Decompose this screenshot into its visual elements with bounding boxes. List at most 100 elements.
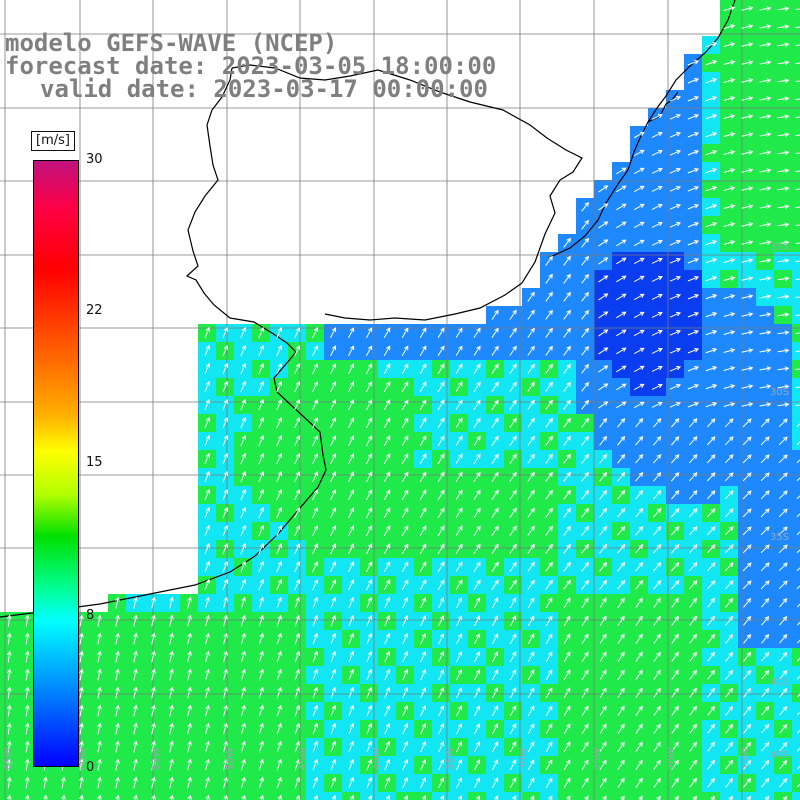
- wind-arrow: [705, 402, 718, 408]
- wind-arrow: [724, 436, 734, 446]
- wind-arrow: [294, 686, 300, 699]
- wind-arrow: [222, 416, 229, 429]
- longitude-label: 40W: [372, 747, 383, 770]
- wind-arrow: [419, 453, 427, 464]
- wind-arrow: [97, 794, 102, 800]
- wind-arrow: [617, 759, 625, 770]
- wind-arrow: [599, 615, 607, 626]
- wind-arrow: [760, 418, 770, 428]
- wind-arrow: [347, 543, 355, 555]
- wind-arrow: [455, 345, 463, 356]
- wind-arrow: [545, 705, 553, 716]
- wind-arrow: [258, 363, 265, 375]
- wind-arrow: [796, 783, 800, 788]
- wind-arrow: [796, 603, 800, 608]
- wind-arrow: [687, 131, 700, 138]
- wind-arrow: [509, 363, 517, 374]
- wind-cell: [792, 558, 800, 576]
- wind-arrow: [437, 579, 445, 590]
- wind-arrow: [222, 542, 229, 555]
- wind-arrow: [796, 657, 800, 662]
- wind-arrow: [348, 686, 355, 699]
- wind-arrow: [705, 312, 718, 318]
- wind-arrow: [707, 615, 715, 626]
- wind-arrow: [545, 597, 553, 608]
- wind-arrow: [43, 794, 48, 800]
- wind-arrow: [777, 330, 790, 336]
- wind-cell: [432, 792, 450, 800]
- wind-arrow: [779, 760, 788, 770]
- wind-arrow: [796, 531, 800, 536]
- wind-arrow: [599, 651, 607, 662]
- wind-arrow: [204, 362, 211, 375]
- wind-arrow: [796, 423, 800, 428]
- wind-arrow: [706, 508, 716, 518]
- wind-arrow: [437, 525, 445, 536]
- wind-arrow: [669, 383, 681, 390]
- wind-arrow: [204, 560, 211, 573]
- wind-arrow: [473, 507, 481, 518]
- wind-arrow: [723, 96, 736, 101]
- wind-arrow: [365, 471, 373, 483]
- wind-arrow: [97, 686, 102, 699]
- wind-arrow: [653, 687, 661, 698]
- wind-arrow: [276, 776, 282, 789]
- wind-arrow: [705, 60, 718, 66]
- wind-arrow: [473, 543, 481, 554]
- wind-cell: [324, 792, 342, 800]
- wind-arrow: [706, 436, 716, 446]
- wind-arrow: [633, 347, 645, 355]
- wind-arrow: [545, 579, 553, 590]
- wind-cell: [378, 792, 396, 800]
- wind-arrow: [420, 633, 427, 645]
- wind-arrow: [79, 686, 84, 699]
- wind-arrow: [258, 525, 265, 537]
- wind-arrow: [563, 417, 571, 428]
- wind-arrow: [347, 363, 355, 375]
- wind-arrow: [633, 131, 645, 139]
- wind-arrow: [294, 704, 300, 717]
- wind-arrow: [79, 704, 84, 717]
- wind-arrow: [79, 614, 84, 627]
- wind-arrow: [133, 596, 138, 609]
- wind-arrow: [581, 363, 590, 374]
- wind-arrow: [419, 579, 427, 590]
- wind-arrow: [240, 344, 247, 357]
- wind-arrow: [133, 758, 138, 771]
- wind-arrow: [294, 758, 300, 771]
- wind-arrow: [705, 330, 718, 336]
- wind-arrow: [115, 650, 120, 663]
- wind-arrow: [258, 704, 264, 717]
- wind-arrow: [581, 741, 589, 752]
- wind-arrow: [777, 114, 790, 120]
- wind-arrow: [795, 80, 800, 83]
- wind-arrow: [491, 417, 499, 428]
- wind-arrow: [294, 507, 301, 519]
- wind-arrow: [276, 399, 283, 411]
- wind-arrow: [383, 525, 391, 537]
- wind-arrow: [491, 669, 499, 681]
- wind-arrow: [545, 543, 553, 554]
- wind-arrow: [759, 6, 772, 11]
- wind-arrow: [777, 384, 790, 390]
- wind-arrow: [598, 185, 609, 193]
- wind-arrow: [651, 113, 663, 120]
- wind-arrow: [599, 561, 608, 572]
- wind-arrow: [653, 597, 661, 608]
- wind-arrow: [687, 113, 700, 120]
- wind-arrow: [276, 722, 282, 735]
- wind-arrow: [187, 740, 192, 753]
- wind-arrow: [723, 294, 736, 299]
- wind-arrow: [240, 560, 247, 573]
- wind-arrow: [761, 651, 770, 662]
- wind-arrow: [294, 381, 301, 393]
- wind-arrow: [491, 345, 499, 356]
- wind-arrow: [671, 669, 679, 680]
- wind-arrow: [633, 167, 645, 175]
- wind-arrow: [563, 633, 571, 644]
- wind-arrow: [383, 363, 391, 375]
- wind-arrow: [617, 597, 625, 608]
- wind-arrow: [312, 704, 318, 717]
- wind-arrow: [294, 668, 300, 681]
- wind-arrow: [365, 381, 373, 393]
